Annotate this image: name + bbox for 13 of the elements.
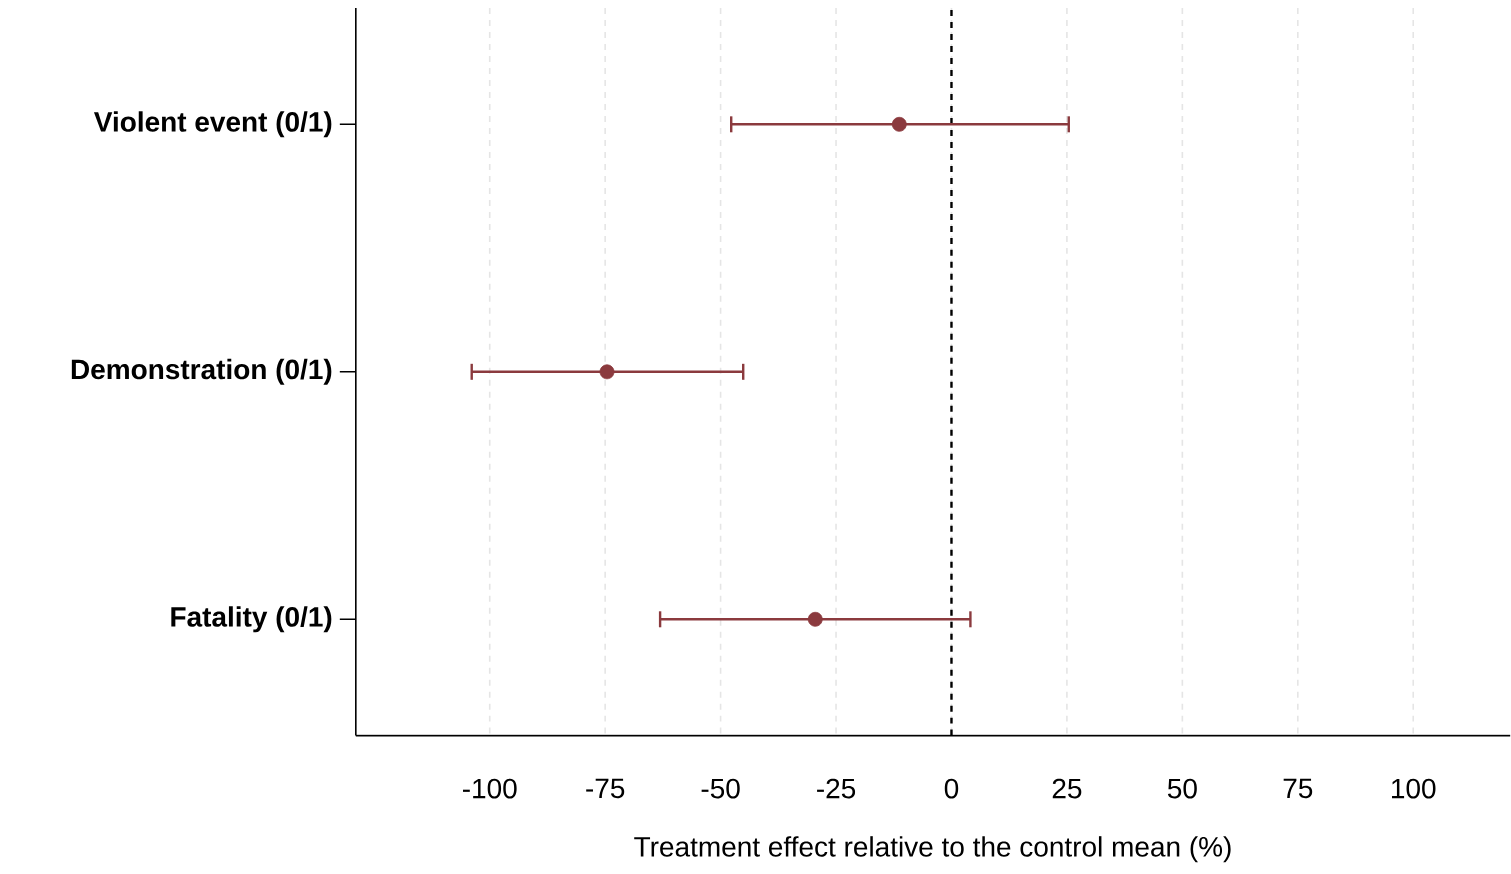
- x-tick-label: 50: [1167, 778, 1197, 799]
- x-tick-label: -50: [701, 778, 740, 799]
- y-tick-label: Demonstration (0/1): [71, 359, 332, 386]
- y-tick-label: Violent event (0/1): [93, 111, 332, 138]
- y-tick-label: Fatality (0/1): [171, 606, 332, 633]
- x-tick-label: 75: [1283, 778, 1313, 799]
- x-tick-label: 0: [944, 778, 959, 799]
- x-tick-label: 100: [1392, 778, 1436, 799]
- x-tick-label: 25: [1052, 778, 1082, 799]
- x-tick-label: -75: [586, 778, 625, 799]
- x-tick-label: -25: [817, 778, 856, 799]
- x-axis-title: Treatment effect relative to the control mean (%): [634, 836, 1231, 863]
- x-tick-label: -100: [462, 778, 517, 799]
